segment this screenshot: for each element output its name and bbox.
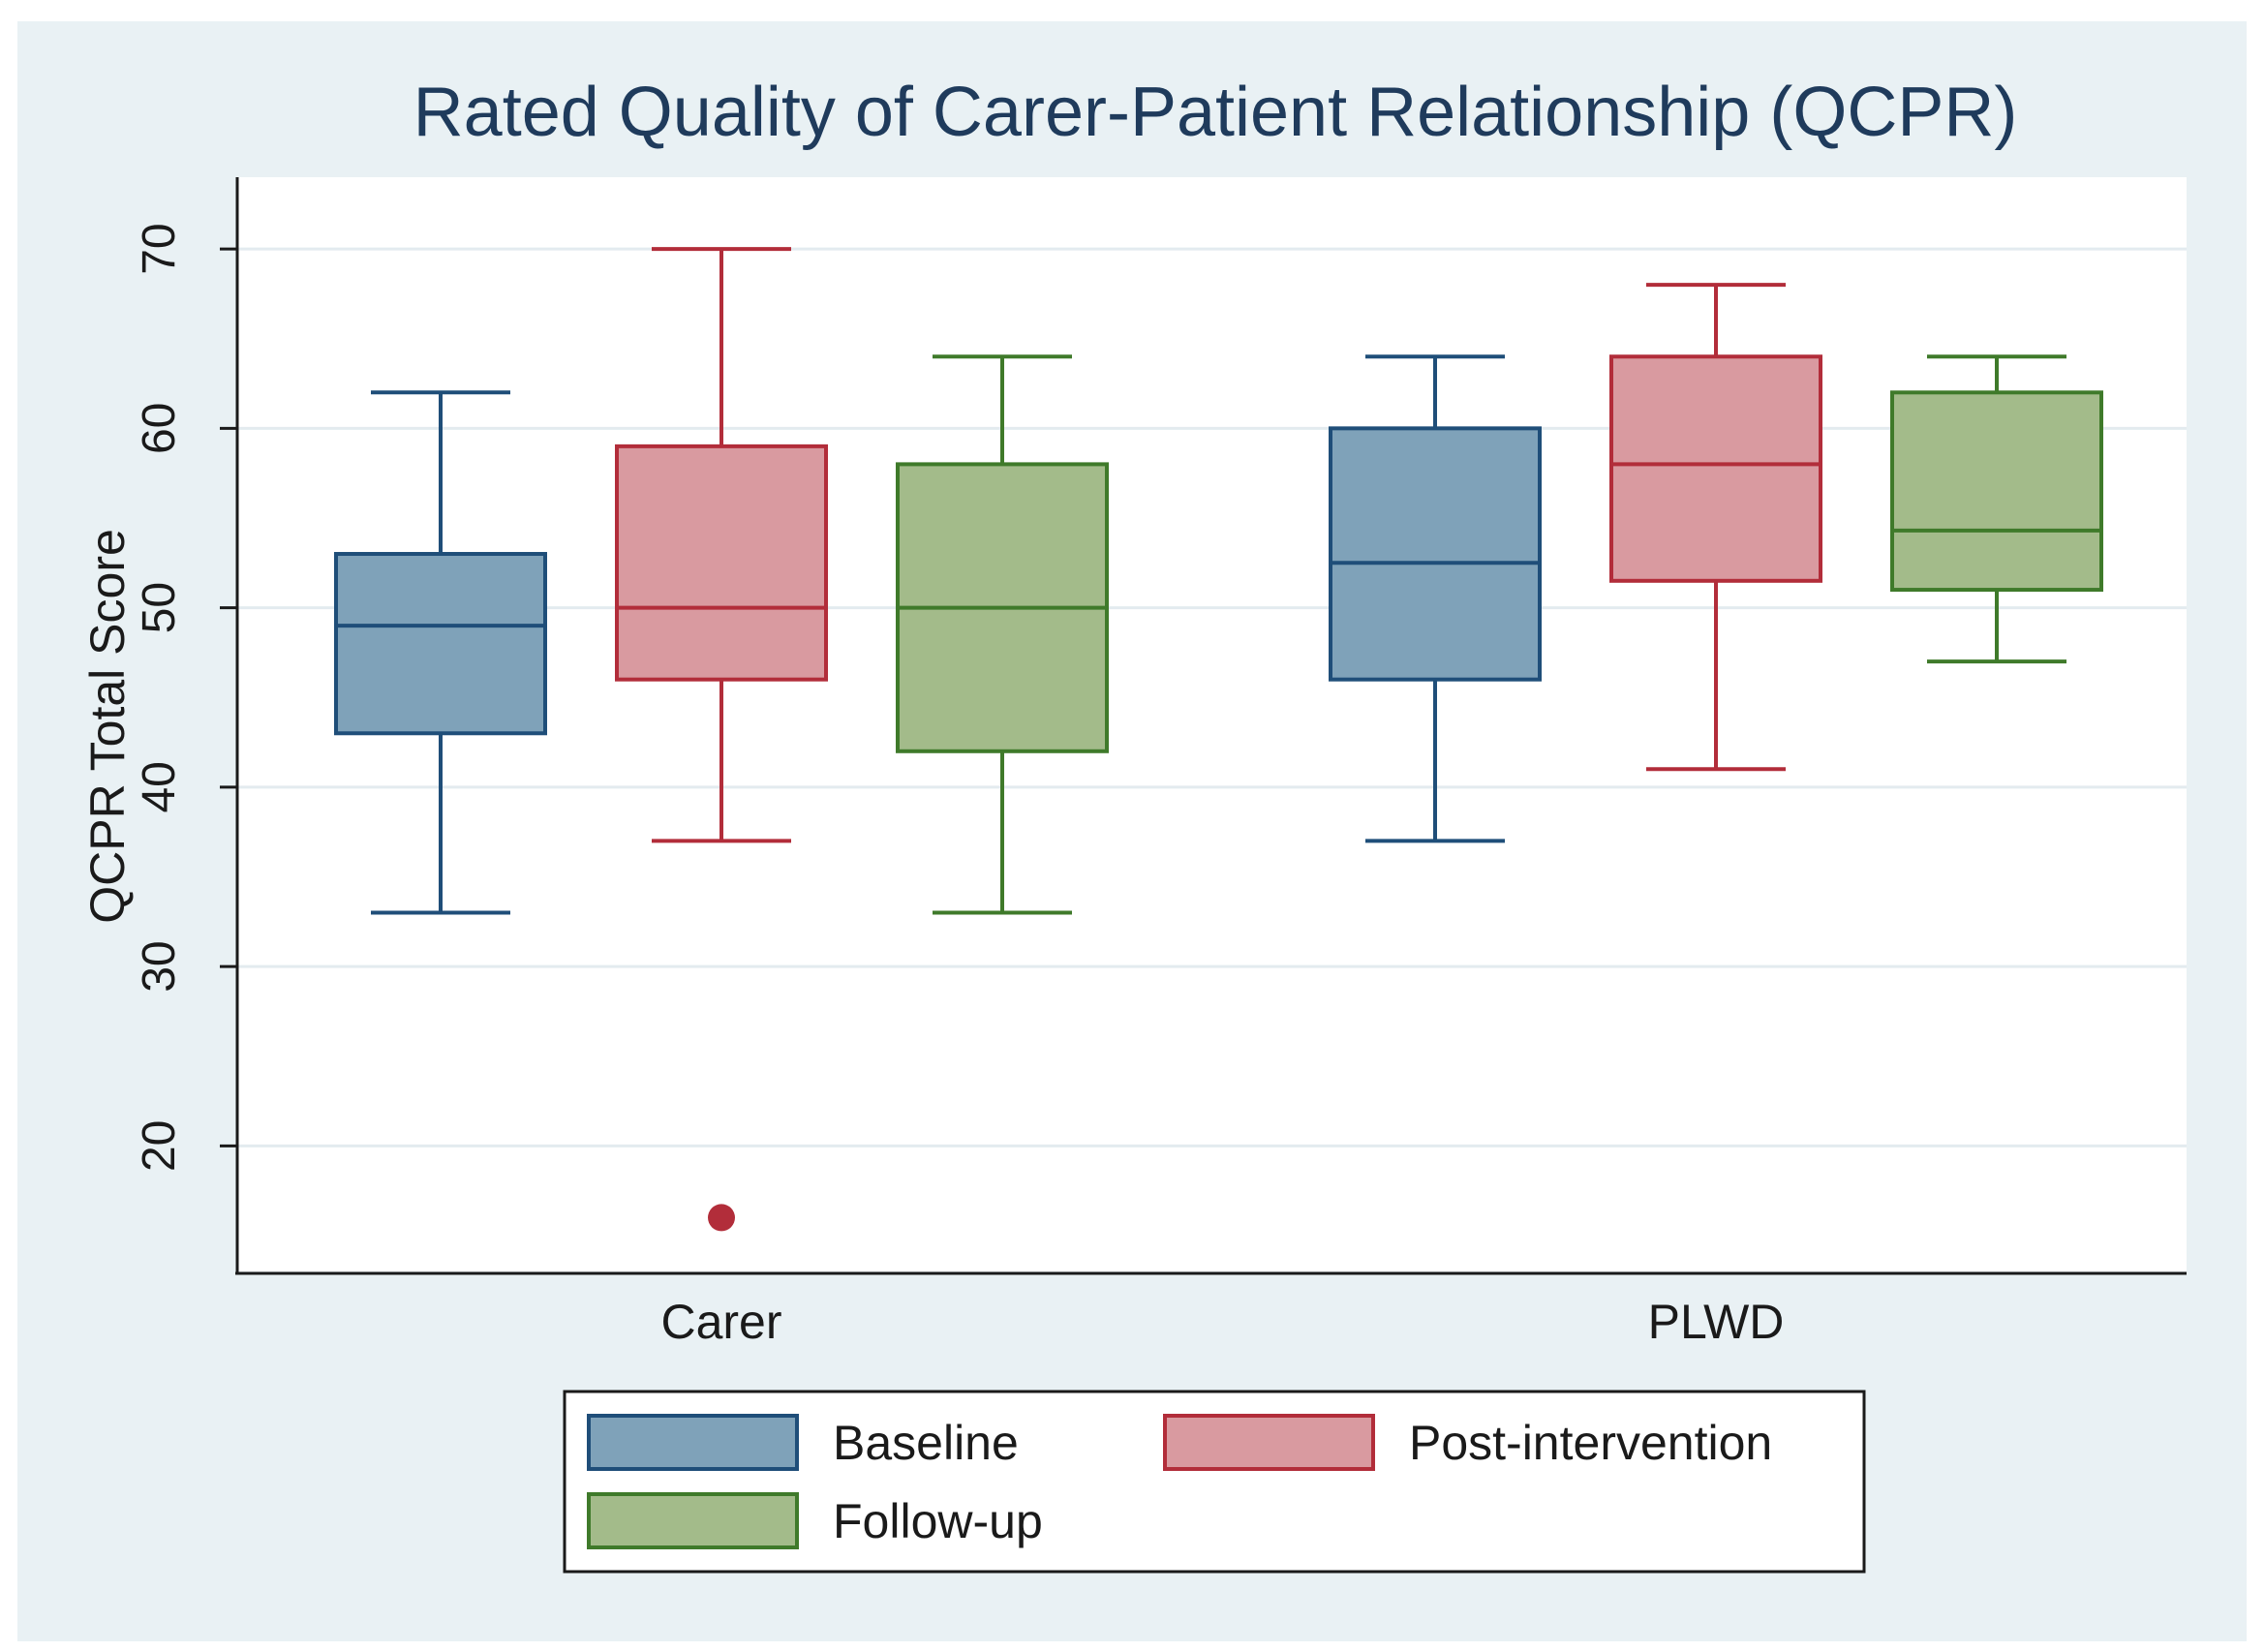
box-carer-post-intervention	[615, 247, 828, 1232]
box-series	[334, 247, 2103, 1232]
legend-label-baseline: Baseline	[833, 1416, 1019, 1470]
legend-label-post-intervention: Post-intervention	[1409, 1416, 1772, 1470]
legend: Baseline Post-intervention Follow-up	[563, 1390, 1866, 1574]
box-plwd-post-intervention	[1609, 283, 1822, 772]
y-tick-label: 30	[134, 940, 185, 992]
series-follow-up	[896, 354, 2103, 915]
series-post-intervention	[615, 247, 1822, 1232]
iqr-box	[334, 552, 547, 736]
y-tick-label: 20	[134, 1120, 185, 1172]
legend-swatch-follow-up	[587, 1492, 799, 1549]
legend-swatch-post-intervention	[1163, 1414, 1375, 1471]
x-category-label-carer: Carer	[660, 1295, 781, 1349]
iqr-box	[1609, 354, 1822, 583]
y-tick-label: 40	[134, 761, 185, 812]
y-tick-label: 60	[134, 403, 185, 454]
iqr-box	[615, 444, 828, 682]
y-tick-label: 50	[134, 582, 185, 633]
box-plwd-baseline	[1329, 354, 1542, 843]
gridlines	[237, 247, 2187, 1147]
iqr-box	[1890, 390, 2103, 593]
outlier-point	[708, 1204, 735, 1232]
box-carer-baseline	[334, 390, 547, 915]
plot-area	[237, 177, 2187, 1271]
chart-title: Rated Quality of Carer-Patient Relations…	[413, 74, 2018, 151]
y-tick-label: 70	[134, 223, 185, 274]
box-plwd-follow-up	[1890, 354, 2103, 664]
box-carer-follow-up	[896, 354, 1109, 915]
legend-swatch-baseline	[587, 1414, 799, 1471]
iqr-box	[1329, 426, 1542, 682]
x-category-label-plwd: PLWD	[1648, 1295, 1785, 1349]
series-baseline	[334, 354, 1542, 915]
axes: 20 30 40 50 60 70 Carer PLWD	[134, 177, 2187, 1349]
y-axis-label: QCPR Total Score	[80, 529, 135, 924]
legend-label-follow-up: Follow-up	[833, 1494, 1043, 1548]
